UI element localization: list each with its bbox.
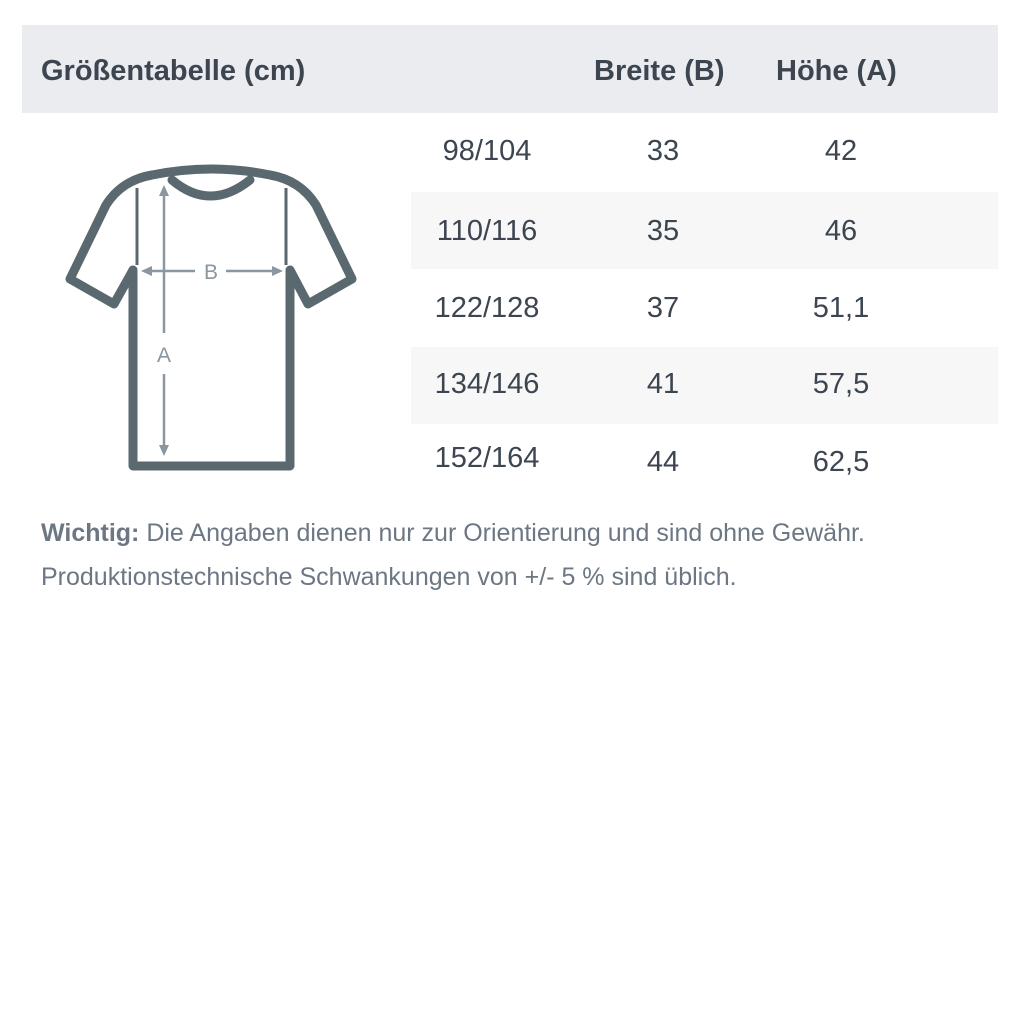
column-header-height: Höhe (A) [776, 55, 897, 87]
width-cell: 33 [646, 135, 680, 167]
note-bold: Wichtig: [41, 519, 140, 547]
height-cell: 46 [824, 215, 858, 247]
row-stripe [411, 192, 998, 269]
height-cell: 42 [824, 135, 858, 167]
size-cell: 134/146 [434, 368, 540, 400]
table-title: Größentabelle (cm) [41, 55, 306, 87]
size-cell: 98/104 [442, 135, 532, 167]
size-cell: 110/116 [436, 215, 538, 247]
row-stripe [411, 347, 998, 424]
size-cell: 152/164 [434, 442, 540, 474]
column-header-width: Breite (B) [594, 55, 725, 87]
width-cell: 44 [646, 446, 680, 478]
width-cell: 37 [646, 292, 680, 324]
size-cell: 122/128 [434, 292, 540, 324]
width-cell: 41 [646, 368, 680, 400]
tshirt-diagram-icon: B A [65, 164, 357, 471]
width-cell: 35 [646, 215, 680, 247]
height-cell: 51,1 [812, 292, 870, 324]
height-cell: 57,5 [812, 368, 870, 400]
table-header [22, 25, 998, 113]
height-cell: 62,5 [812, 446, 870, 478]
label-b: B [204, 261, 218, 284]
note-text: Die Angaben dienen nur zur Orientierung … [139, 519, 865, 547]
label-a: A [157, 344, 171, 367]
note-line-2: Produktionstechnische Schwankungen von +… [41, 563, 737, 591]
note-line-1: Wichtig: Die Angaben dienen nur zur Orie… [41, 518, 865, 548]
